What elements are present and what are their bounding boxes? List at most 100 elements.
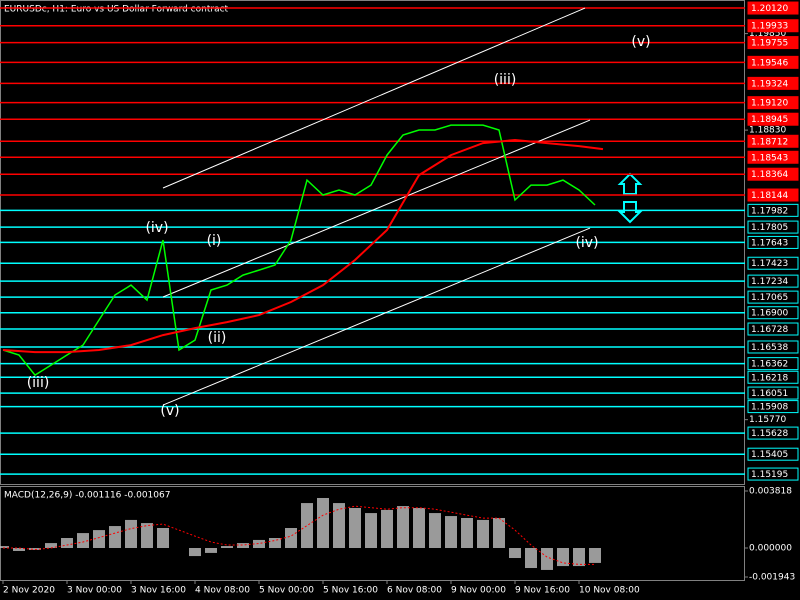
x-tick-label: 5 Nov 00:00 [259,586,314,596]
level-label: 1.17805 [751,223,788,233]
level-label-box [747,340,799,354]
macd-bar [541,548,553,570]
level-label-box [747,322,799,336]
level-label: 1.15405 [751,450,788,460]
level-label: 1.17643 [751,238,788,248]
macd-bar [125,519,137,549]
macd-bar [589,548,601,563]
level-label: 1.16728 [751,325,788,335]
macd-bar [573,548,585,567]
macd-bar [205,548,217,553]
level-label-box [747,188,799,202]
level-label-box [747,426,799,440]
level-label-box [747,467,799,481]
macd-bar [365,513,377,549]
macd-bar [461,517,473,549]
wave-label: (iii) [27,375,50,391]
wave-label: (ii) [208,330,227,346]
macd-bar [509,548,521,559]
moving-average [2,138,604,354]
macd-bar [333,503,345,549]
macd-bar [301,503,313,549]
level-label-box [747,290,799,304]
macd-bar [477,519,489,549]
up-arrow-shape [617,172,643,195]
x-tick-label: 4 Nov 08:00 [195,586,250,596]
level-label-box [747,96,799,110]
level-label-box [747,203,799,217]
level-label-box [747,386,799,400]
level-label: 1.16538 [751,343,788,353]
level-label: 1.18945 [751,115,788,125]
level-label-box [747,256,799,270]
x-tick-label: 3 Nov 16:00 [131,586,186,596]
wave-label: (iv) [575,235,598,251]
down-arrow-shape [617,201,643,224]
level-label-box [747,76,799,90]
level-label: 1.18543 [751,153,788,163]
macd-bar [397,506,409,549]
level-label: 1.20120 [751,4,788,14]
level-label-box [747,306,799,320]
x-tick-label: 3 Nov 00:00 [67,586,122,596]
macd-bar [493,517,505,549]
y-tick-label: 1.18830 [749,126,786,136]
x-tick-label: 6 Nov 08:00 [387,586,442,596]
macd-bar [77,533,89,549]
macd-bar [221,546,233,549]
macd-bar [445,516,457,549]
trend-line [162,7,586,189]
macd-bar [157,527,169,549]
y-tick-label: 0.003818 [749,487,792,497]
wave-label: (iv) [145,220,168,236]
level-label: 1.16218 [751,373,788,383]
level-label: 1.19120 [751,99,788,109]
y-tick-label: -0.001943 [749,573,795,583]
wave-label: (v) [631,34,650,50]
wave-label: (i) [207,233,222,249]
level-label-box [747,220,799,234]
down-arrow [617,201,643,224]
level-label: 1.19546 [751,58,788,68]
x-tick-label: 5 Nov 16:00 [323,586,378,596]
level-label-box [747,55,799,69]
level-label: 1.16362 [751,360,788,370]
level-label-box [747,167,799,181]
level-label: 1.16051 [751,389,788,399]
level-label-box [747,36,799,50]
level-label: 1.15195 [751,470,788,480]
x-tick-label: 2 Nov 2020 [3,586,55,596]
level-label-box [747,447,799,461]
level-label-box [747,357,799,371]
price-line [2,124,596,377]
macd-bar [45,543,57,549]
macd-bar [429,513,441,549]
level-label: 1.16900 [751,309,788,319]
macd-bar [237,543,249,549]
macd-bar [29,548,41,550]
level-label: 1.19755 [751,39,788,49]
level-label: 1.15908 [751,403,788,413]
level-label-box [747,150,799,164]
level-label-box [747,1,799,15]
level-label: 1.15628 [751,429,788,439]
x-tick-label: 10 Nov 08:00 [579,586,640,596]
signal-line [3,505,595,565]
macd-panel-frame [0,486,745,581]
level-label: 1.19324 [751,79,788,89]
level-label: 1.17234 [751,277,788,287]
level-label: 1.18144 [751,191,788,201]
y-tick-label: 1.15770 [749,415,786,425]
macd-bar [109,526,121,549]
y-tick-label: 0.000000 [749,544,792,554]
macd-bar [413,507,425,549]
level-label-box [747,112,799,126]
level-label: 1.17423 [751,259,788,269]
level-label: 1.17065 [751,293,788,303]
macd-bar [141,523,153,549]
macd-bar [0,546,9,549]
up-arrow [617,172,643,195]
level-label-box [747,400,799,414]
macd-title: MACD(12,26,9) -0.001116 -0.001067 [4,491,170,501]
